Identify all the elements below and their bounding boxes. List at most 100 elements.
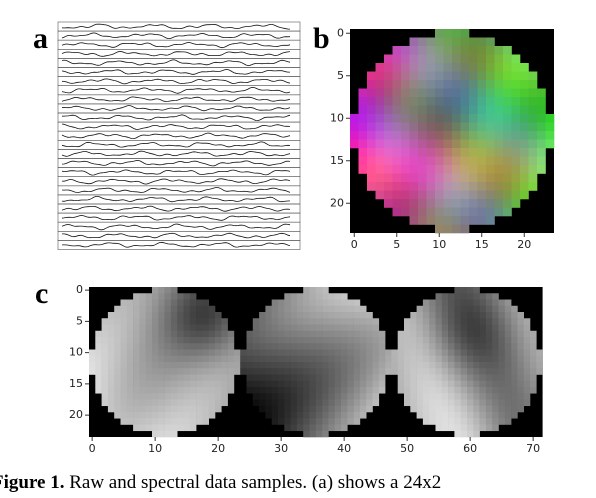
pixel (278, 355, 285, 363)
pixel (353, 343, 361, 350)
pixel (315, 418, 323, 425)
pixel (152, 380, 159, 388)
pixel (477, 216, 487, 225)
pixel (271, 355, 279, 363)
pixel (511, 131, 521, 140)
pixel (322, 393, 329, 400)
pixel (460, 312, 468, 319)
pixel (448, 330, 455, 338)
pixel (454, 337, 461, 344)
pixel (322, 355, 329, 363)
pixel (208, 368, 216, 375)
pixel (309, 368, 317, 375)
pixel (460, 71, 470, 81)
pixel (429, 405, 436, 413)
pixel (246, 355, 254, 363)
pixel (215, 380, 222, 388)
pixel (290, 349, 298, 357)
pixel (435, 299, 443, 307)
pixel (372, 349, 380, 357)
pixel (246, 362, 254, 369)
pixel (492, 387, 499, 394)
pixel (152, 324, 159, 332)
pixel (401, 182, 410, 191)
pixel (347, 405, 354, 413)
pixel (492, 412, 499, 419)
pixel (202, 355, 209, 363)
pixel (145, 305, 153, 313)
pixel (409, 46, 419, 55)
pixel (145, 399, 153, 407)
pixel (410, 318, 417, 325)
pixel (252, 368, 260, 375)
pixel (164, 293, 172, 300)
y-tick-label: 15 (330, 154, 344, 167)
pixel (126, 380, 134, 388)
pixel (511, 173, 521, 183)
pixel (467, 362, 474, 369)
pixel (498, 412, 506, 419)
pixel (133, 412, 140, 419)
pixel (164, 399, 172, 407)
pixel (469, 156, 478, 166)
pixel (498, 368, 506, 375)
pixel (278, 299, 285, 307)
pixel (520, 156, 529, 166)
pixel (448, 399, 455, 407)
pixel (401, 165, 410, 174)
pixel (309, 399, 317, 407)
pixel (469, 148, 478, 157)
pixel (240, 355, 247, 363)
pixel (517, 380, 524, 388)
pixel (284, 305, 291, 313)
pixel (477, 46, 487, 55)
pixel (418, 71, 427, 81)
pixel (426, 54, 436, 64)
pixel (409, 63, 419, 72)
pixel (309, 393, 317, 400)
pixel (410, 349, 417, 357)
pixel (126, 405, 134, 413)
pixel (460, 139, 470, 149)
pixel (208, 393, 216, 400)
pixel (322, 312, 329, 319)
pixel (158, 374, 165, 382)
pixel (528, 165, 538, 174)
pixel (183, 418, 191, 425)
pixel (392, 88, 402, 98)
pixel (303, 424, 310, 432)
pixel (416, 387, 424, 394)
pixel (265, 324, 272, 332)
pixel (202, 412, 209, 419)
pixel (145, 412, 153, 419)
pixel (215, 349, 222, 357)
pixel (452, 190, 461, 200)
pixel (366, 318, 373, 325)
pixel (452, 131, 461, 140)
pixel (139, 355, 146, 363)
pixel (494, 88, 504, 98)
trace-box (57, 176, 301, 187)
pixel (183, 368, 191, 375)
pixel (426, 190, 436, 200)
pixel (392, 207, 402, 217)
pixel (359, 355, 367, 363)
pixel (479, 405, 487, 413)
pixel (145, 324, 153, 332)
pixel (503, 63, 512, 72)
pixel (252, 337, 260, 344)
pixel (126, 349, 134, 357)
pixel (520, 173, 529, 183)
pixel (530, 362, 537, 369)
pixel (259, 349, 266, 357)
pixel (170, 337, 178, 344)
pixel (170, 405, 178, 413)
pixel (401, 131, 410, 140)
pixel (208, 330, 216, 338)
pixel (259, 393, 266, 400)
pixel (133, 405, 140, 413)
pixel (443, 105, 453, 115)
pixel (366, 380, 373, 388)
pixel (189, 343, 197, 350)
